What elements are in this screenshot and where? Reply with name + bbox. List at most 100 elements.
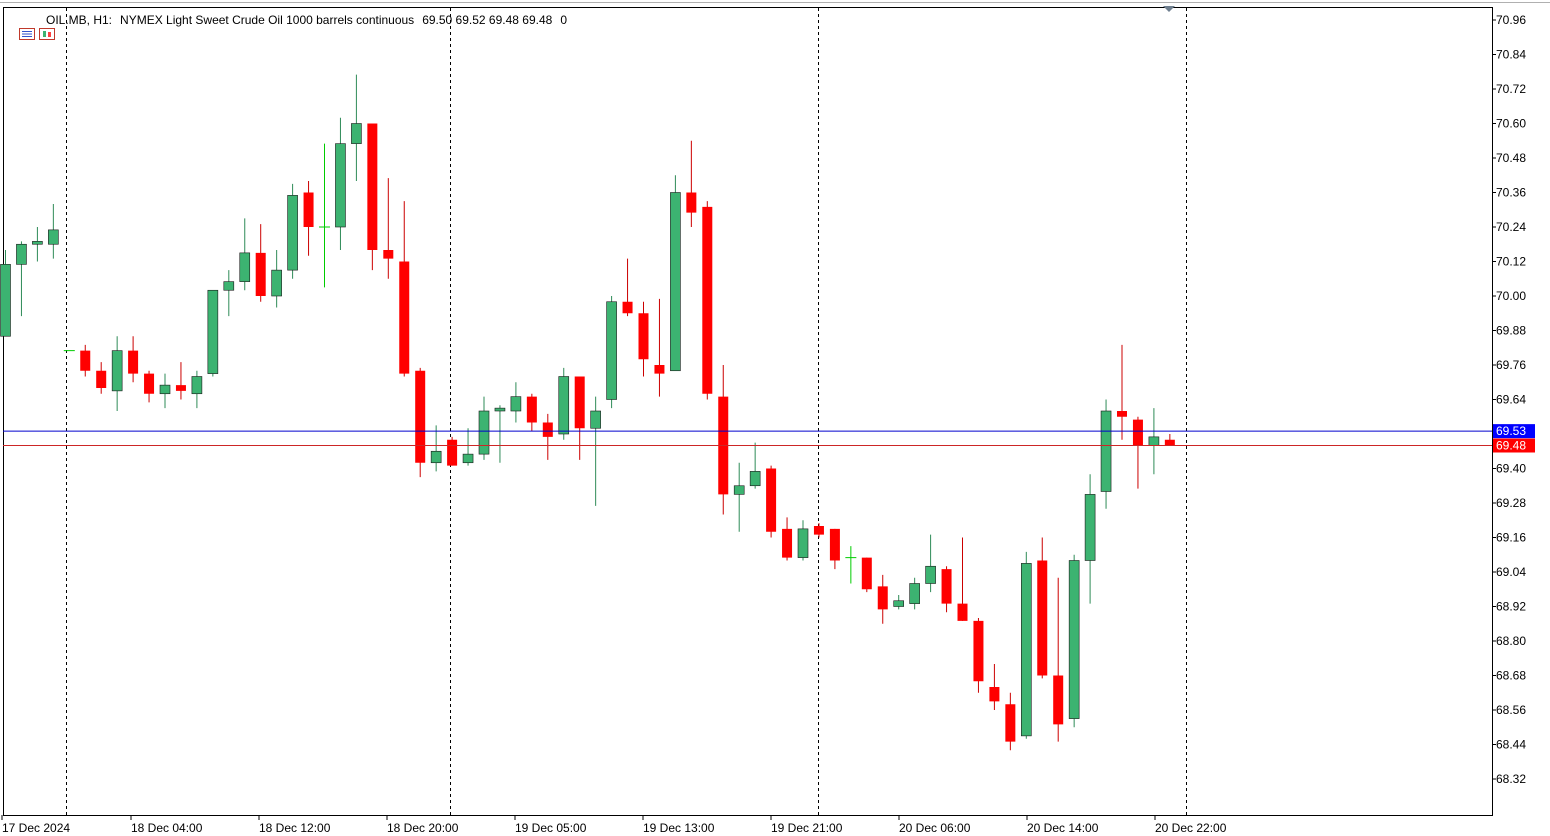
candle-body — [1164, 439, 1175, 446]
candle — [925, 534, 936, 593]
candle-body — [159, 384, 171, 395]
candle — [670, 175, 681, 372]
candle-body — [303, 192, 314, 227]
candle-body — [813, 526, 824, 535]
x-tick-label: 18 Dec 20:00 — [387, 821, 459, 835]
candle-body — [191, 376, 203, 395]
x-tick-label: 20 Dec 06:00 — [899, 821, 971, 835]
candle — [462, 428, 474, 466]
candle-body — [430, 450, 442, 464]
candle — [1117, 344, 1127, 440]
chart-header: OIL.MB, H1: NYMEX Light Sweet Crude Oil … — [6, 11, 575, 40]
candle-body — [32, 241, 43, 245]
candle-body — [111, 350, 123, 392]
candle — [957, 537, 968, 621]
candle — [159, 373, 171, 409]
y-tick-label: 70.60 — [1496, 117, 1526, 131]
candle-body — [399, 261, 410, 374]
candle-body — [494, 407, 506, 412]
candle — [749, 442, 761, 489]
candle — [223, 270, 235, 317]
x-tick-label: 18 Dec 04:00 — [131, 821, 203, 835]
candle — [399, 201, 410, 377]
y-tick-label: 69.28 — [1496, 496, 1526, 510]
candle-body — [447, 439, 458, 466]
bid-price-label-bg — [1493, 438, 1535, 453]
candle — [1164, 434, 1175, 446]
candles-layer — [0, 74, 1175, 751]
candle-body — [686, 192, 697, 213]
candle-body — [223, 281, 235, 291]
candle-body — [590, 410, 601, 429]
candle — [686, 140, 697, 227]
candle — [861, 557, 872, 593]
candle — [319, 143, 330, 288]
candle-body — [542, 422, 553, 437]
candle — [16, 241, 27, 317]
y-tick-label: 70.96 — [1496, 13, 1526, 27]
price-lines — [3, 430, 1492, 446]
candle — [1020, 551, 1032, 739]
candle — [766, 465, 777, 538]
candle — [813, 523, 824, 538]
y-tick-label: 70.00 — [1496, 289, 1526, 303]
candle-body — [144, 373, 155, 394]
x-tick-label: 18 Dec 12:00 — [259, 821, 331, 835]
candle — [829, 528, 840, 570]
y-tick-label: 69.40 — [1496, 462, 1526, 476]
candle-body — [1084, 494, 1096, 561]
candle-body — [383, 250, 394, 259]
bid-price-label: 69.48 — [1493, 438, 1535, 453]
candle — [351, 74, 362, 181]
collapse-triangle-icon[interactable] — [1163, 6, 1175, 12]
y-tick-label: 70.48 — [1496, 151, 1526, 165]
candle-body — [702, 206, 713, 394]
ask-price-label: 69.53 — [1493, 424, 1535, 439]
candle — [893, 595, 905, 610]
y-tick-label: 68.80 — [1496, 634, 1526, 648]
candle — [622, 258, 633, 317]
candle-body — [526, 396, 537, 423]
candle — [303, 181, 314, 256]
candle-body — [638, 313, 649, 360]
period-separators — [66, 8, 1187, 815]
candle-body — [1117, 411, 1127, 417]
candle — [494, 405, 506, 463]
candle — [430, 425, 442, 472]
y-tick-label: 69.76 — [1496, 358, 1526, 372]
candle-body — [925, 565, 936, 584]
candle — [797, 520, 809, 561]
chart-menu-icon[interactable] — [6, 14, 36, 40]
candle — [590, 396, 601, 506]
candle-body — [1100, 410, 1112, 492]
candle — [526, 393, 537, 432]
candle-body — [622, 301, 633, 314]
candle — [510, 382, 522, 423]
candle-body — [877, 586, 888, 610]
y-tick-label: 70.36 — [1496, 186, 1526, 200]
candle-body — [782, 528, 793, 558]
candle-body — [1005, 704, 1016, 742]
y-axis: 70.96 70.84 70.72 70.60 70.48 70.36 70.24 70.12… — [1492, 13, 1535, 786]
candle-body — [1132, 419, 1143, 446]
candle — [1084, 474, 1096, 604]
candle — [1053, 577, 1064, 742]
x-axis: 17 Dec 2024 18 Dec 04:00 18 Dec 12:00 18 De… — [1, 815, 1227, 835]
candle-body — [606, 301, 617, 400]
x-tick-label: 20 Dec 14:00 — [1027, 821, 1099, 835]
candle-body — [989, 687, 1000, 702]
x-tick-label: 17 Dec 2024 — [2, 821, 70, 835]
chart-window-icon[interactable] — [26, 14, 56, 40]
candle-body — [1068, 560, 1080, 719]
candle-body — [749, 471, 761, 487]
candle-body — [239, 252, 251, 282]
candle — [96, 362, 107, 394]
y-tick-label: 70.12 — [1496, 255, 1526, 269]
candle — [144, 370, 155, 403]
candle — [733, 462, 745, 532]
candle — [175, 362, 186, 400]
candle — [367, 123, 378, 271]
candle-body — [861, 557, 872, 590]
candle — [1037, 537, 1048, 679]
